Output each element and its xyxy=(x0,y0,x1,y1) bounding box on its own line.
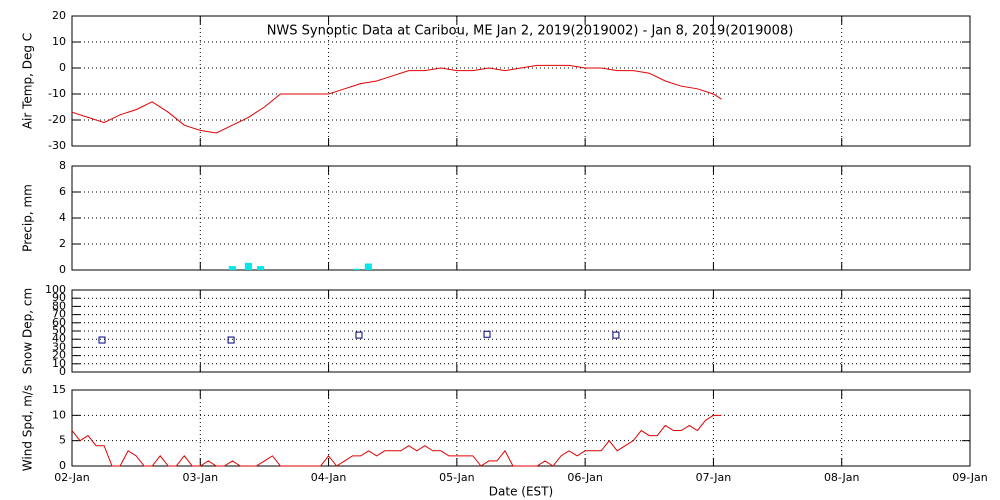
y-tick-label: -30 xyxy=(48,139,66,152)
y-tick-label: -10 xyxy=(48,87,66,100)
y-tick-label: 60 xyxy=(52,316,66,329)
y-tick-label: 15 xyxy=(52,383,66,396)
bar xyxy=(353,268,361,270)
y-tick-label: 0 xyxy=(59,365,66,378)
plot-frame xyxy=(71,289,971,373)
y-tick-label: 90 xyxy=(52,291,66,304)
x-tick-label: 06-Jan xyxy=(567,471,603,484)
x-tick-label: 09-Jan xyxy=(952,471,988,484)
x-tick-label: 04-Jan xyxy=(311,471,347,484)
data-line xyxy=(71,64,722,134)
x-tick-label: 05-Jan xyxy=(439,471,475,484)
bar xyxy=(228,266,236,270)
plot-frame xyxy=(71,165,971,271)
bar xyxy=(364,263,372,270)
y-tick-label: 80 xyxy=(52,299,66,312)
y-tick-label: 0 xyxy=(59,459,66,472)
y-tick-label: 2 xyxy=(59,237,66,250)
bar xyxy=(257,266,265,270)
chart-title: NWS Synoptic Data at Caribou, ME Jan 2, … xyxy=(267,24,794,39)
x-tick-label: 02-Jan xyxy=(54,471,90,484)
x-tick-label: 08-Jan xyxy=(824,471,860,484)
bar xyxy=(244,262,252,270)
y-tick-label: 40 xyxy=(52,332,66,345)
y-tick-label: 6 xyxy=(59,185,66,198)
plot-frame xyxy=(71,389,971,467)
y-tick-label: 0 xyxy=(59,263,66,276)
y-tick-label: 100 xyxy=(45,283,66,296)
y-tick-label: 0 xyxy=(59,61,66,74)
x-axis-label: Date (EST) xyxy=(489,485,553,499)
marker xyxy=(483,330,491,338)
plot-frame xyxy=(71,15,971,147)
y-tick-label: 8 xyxy=(59,159,66,172)
data-line xyxy=(71,414,722,467)
y-tick-label: 20 xyxy=(52,9,66,22)
y-tick-label: 10 xyxy=(52,408,66,421)
x-tick-label: 07-Jan xyxy=(696,471,732,484)
y-tick-label: 30 xyxy=(52,340,66,353)
y-tick-label: 4 xyxy=(59,211,66,224)
y-tick-label: 5 xyxy=(59,434,66,447)
marker xyxy=(98,336,106,344)
y-tick-label: 20 xyxy=(52,349,66,362)
y-tick-label: 10 xyxy=(52,357,66,370)
y-tick-label: 10 xyxy=(52,35,66,48)
y-axis-label: Wind Spd, m/s xyxy=(21,385,35,471)
y-axis-label: Air Temp, Deg C xyxy=(21,33,35,129)
y-tick-label: -20 xyxy=(48,113,66,126)
x-tick-label: 03-Jan xyxy=(183,471,219,484)
y-tick-label: 70 xyxy=(52,308,66,321)
y-tick-label: 50 xyxy=(52,324,66,337)
marker xyxy=(227,336,235,344)
marker xyxy=(612,331,620,339)
y-axis-label: Snow Dep, cm xyxy=(21,288,35,374)
y-axis-label: Precip, mm xyxy=(21,184,35,252)
marker xyxy=(355,331,363,339)
